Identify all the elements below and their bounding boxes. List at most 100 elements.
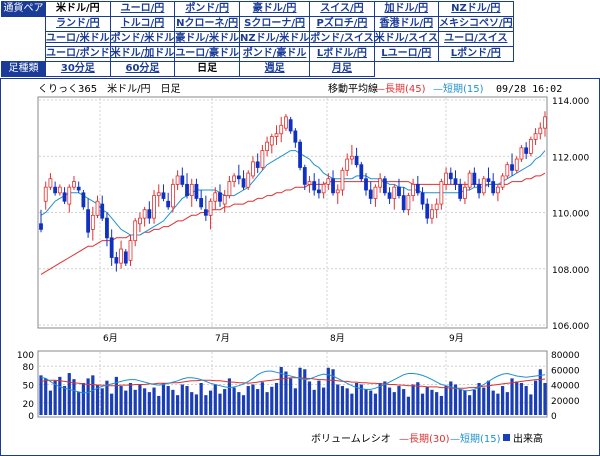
candle-body [269, 136, 274, 146]
pair-cell: ポンド/米ドル [109, 31, 176, 47]
candle-body [533, 133, 538, 140]
candle-body [222, 195, 227, 205]
candle-body [208, 200, 213, 216]
pair-link[interactable]: 豪ドル/米ドル [175, 33, 239, 44]
period-link[interactable]: 30分足 [60, 63, 95, 74]
pair-link[interactable]: Lボドル/円 [316, 48, 367, 59]
candle-body [274, 133, 279, 137]
pair-link[interactable]: 加ドル/円 [384, 3, 429, 14]
volume-bar [289, 378, 293, 415]
ma-short-label: —短期(15) [433, 82, 484, 95]
volume-bar [218, 393, 222, 415]
volume-bar [204, 395, 208, 415]
volume-bar [524, 386, 528, 415]
volume-legend-title: ボリュームレシオ [311, 433, 391, 445]
candlesticks [39, 111, 547, 272]
chart-area: くりっく365 米ドル/円 日足 移動平均線 —長期(45) —短期(15) 0… [0, 78, 600, 456]
volume-bar [199, 382, 203, 415]
period-link[interactable]: 週足 [264, 63, 285, 74]
pair-header-blank [2, 32, 46, 47]
volume-bar [406, 396, 411, 415]
pair-link[interactable]: Pズロチ/円 [316, 18, 368, 29]
pair-link[interactable]: スイス/円 [320, 3, 364, 14]
volume-bar [411, 384, 415, 415]
candle-body [43, 186, 48, 202]
chart-datetime: 09/28 16:02 [496, 84, 562, 95]
pair-link[interactable]: トルコ/円 [120, 18, 165, 29]
pair-link[interactable]: ユーロ/ポンド [46, 48, 110, 59]
candle-body [307, 181, 312, 185]
candle-body [331, 178, 335, 194]
price-y-tick: 108.000 [552, 266, 589, 276]
volume-bar [420, 393, 425, 415]
candle-body [472, 172, 477, 185]
pair-cell: Lユーロ/円 [373, 46, 439, 62]
volume-bar [143, 388, 147, 415]
volume-left-tick: 0 [28, 412, 34, 422]
volume-bar [373, 393, 378, 415]
pair-link[interactable]: Lユーロ/円 [381, 48, 432, 59]
volume-bar [110, 393, 114, 415]
pair-cell: Lポンド/円 [437, 46, 514, 62]
candle-body [382, 178, 387, 194]
pair-link[interactable]: ユーロ/豪ドル [175, 48, 239, 59]
candle-body [156, 192, 161, 197]
pair-link[interactable]: Nクローネ/円 [176, 18, 239, 29]
pair-link[interactable]: 米ドル/スイス [374, 33, 438, 44]
pair-link[interactable]: ポンド/米ドル [110, 33, 175, 44]
volume-panel: 100 80 50 20 0 80000 60000 40000 20000 0 ボリュームレシ… [17, 350, 580, 445]
volume-bar [194, 394, 199, 415]
price-x-axis: 6月 7月 8月 9月 [103, 333, 464, 344]
candle-body [302, 167, 307, 185]
candle-body [185, 183, 189, 197]
volume-bars [39, 366, 547, 415]
period-filler [374, 62, 513, 77]
pair-link[interactable]: ポンド/円 [185, 3, 229, 14]
candle-body [189, 183, 194, 197]
candle-body [519, 147, 524, 160]
candle-body [486, 178, 491, 182]
volume-bar [326, 367, 330, 415]
price-chart-title: くりっく365 米ドル/円 日足 [38, 82, 180, 95]
volume-bar [307, 381, 312, 415]
volume-bar [95, 384, 100, 415]
pair-link[interactable]: ユーロ/円 [120, 3, 165, 14]
volume-right-axis: 80000 60000 40000 20000 0 [551, 351, 580, 422]
volume-bar [86, 378, 90, 415]
pair-link[interactable]: ポンド/スイス [310, 33, 374, 44]
volume-bar [72, 379, 76, 415]
pair-link[interactable]: メキシコペソ/円 [438, 18, 513, 29]
volume-bar [336, 384, 340, 415]
pair-link[interactable]: NZドル/円 [451, 3, 501, 14]
candle-body [39, 223, 43, 230]
volume-bar [397, 386, 401, 415]
volume-bar [369, 390, 373, 415]
pair-cell: ランド/円 [45, 16, 111, 32]
pair-link[interactable]: 香港ドル/円 [379, 18, 434, 29]
pair-link[interactable]: Lポンド/円 [450, 48, 501, 59]
pair-link[interactable]: 米ドル/加ドル [110, 48, 175, 59]
pair-row: 通貨ペア 米ドル/円 ユーロ/円 ポンド/円 豪ドル/円 スイス/円 加ドル/円 NZドル/円 [1, 1, 514, 17]
pair-current: 米ドル/円 [45, 1, 111, 17]
volume-bar [519, 382, 524, 415]
pair-link[interactable]: ユーロ/スイス [444, 33, 508, 44]
candle-body [62, 192, 67, 202]
pair-link[interactable]: ユーロ/米ドル [46, 33, 110, 44]
candle-body [241, 178, 246, 188]
volume-bar [449, 381, 453, 415]
candle-body [538, 127, 543, 135]
period-link[interactable]: 60分足 [125, 63, 160, 74]
pair-link[interactable]: ランド/円 [56, 18, 100, 29]
pair-cell: 米ドル/スイス [373, 31, 439, 47]
pair-link[interactable]: NZドル/米ドル [239, 33, 310, 44]
pair-cell: ユーロ/豪ドル [174, 46, 240, 62]
pair-link[interactable]: Sクローナ/円 [244, 18, 306, 29]
pair-cell: Lボドル/円 [309, 46, 375, 62]
candle-body [142, 209, 147, 219]
period-link[interactable]: 月足 [331, 63, 352, 74]
pair-link[interactable]: ポンド/豪ドル [242, 48, 307, 59]
volume-bar [105, 380, 109, 415]
volume-legend-label: 出来高 [513, 432, 543, 445]
pair-cell: ユーロ/スイス [437, 31, 514, 47]
pair-link[interactable]: 豪ドル/円 [252, 3, 297, 14]
